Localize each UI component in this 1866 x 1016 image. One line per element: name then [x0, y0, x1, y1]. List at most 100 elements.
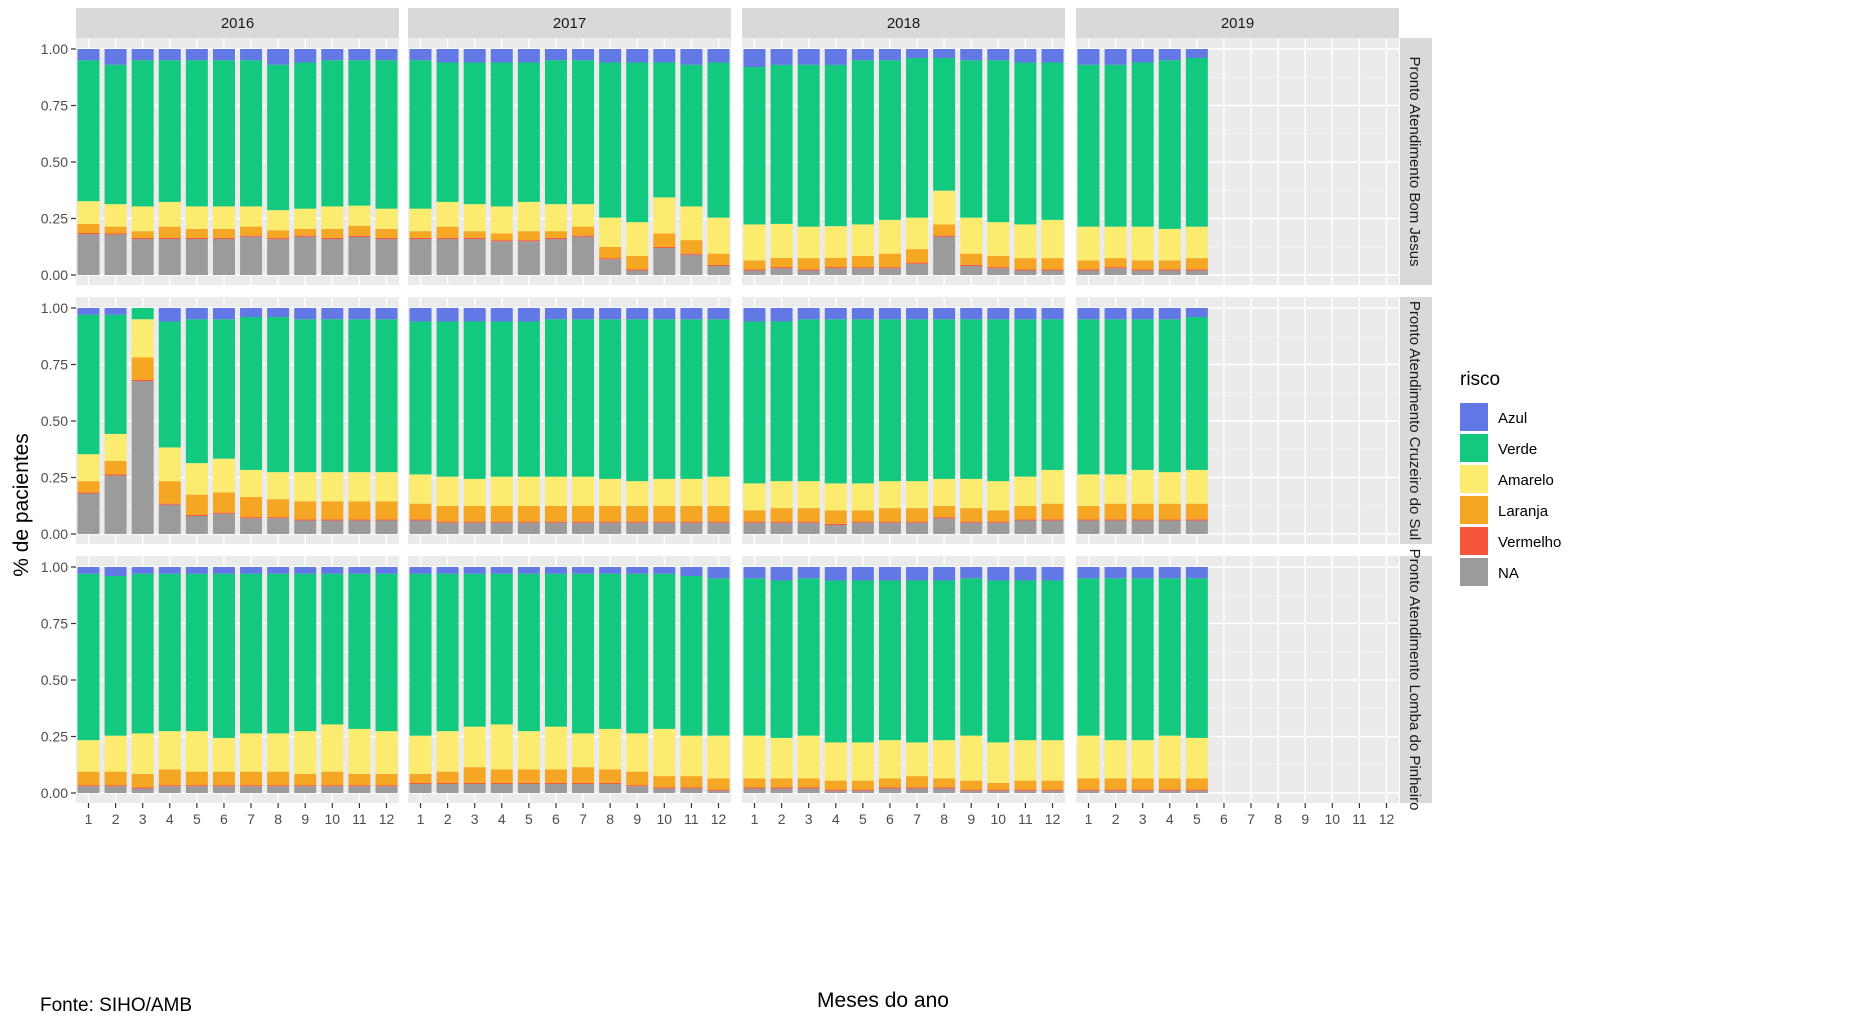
bar-segment-amarelo [436, 201, 459, 227]
bar-segment-amarelo [104, 204, 127, 227]
legend-label: Vermelho [1498, 534, 1561, 551]
bar-segment-na [824, 268, 847, 275]
bar-segment-amarelo [797, 735, 820, 779]
y-tick-label: 0.00 [41, 526, 68, 542]
bar-segment-verde [933, 319, 956, 479]
bar-segment-amarelo [294, 472, 317, 502]
bar-segment-laranja [1104, 503, 1127, 520]
bar-segment-azul [321, 49, 344, 61]
row-strip-bg [1400, 297, 1432, 544]
x-tick-label: 4 [1166, 811, 1174, 827]
axes-layer: 0.00 0.25 0.50 0.75 1.00 0.00 0.25 0.50 0.75 1.00… [41, 41, 1395, 827]
bar-segment-verde [743, 66, 766, 225]
bar-segment-amarelo [104, 735, 127, 772]
bar-segment-azul [987, 308, 1010, 320]
y-tick-label: 0.25 [41, 470, 68, 486]
bar-segment-amarelo [1185, 469, 1208, 504]
x-tick-label: 5 [1193, 811, 1201, 827]
bar-segment-vermelho [131, 787, 154, 789]
x-tick-label: 12 [379, 811, 395, 827]
bar-segment-vermelho [770, 267, 793, 269]
bar-segment-amarelo [1014, 740, 1037, 781]
bar-segment-verde [1041, 319, 1064, 470]
bar-segment-vermelho [1131, 519, 1154, 521]
bar-segment-azul [933, 308, 956, 320]
bar-segment-na [185, 516, 208, 534]
bar-segment-amarelo [743, 483, 766, 511]
bar-segment-vermelho [851, 789, 874, 791]
bar-segment-azul [824, 567, 847, 581]
bar-segment-na [851, 522, 874, 534]
bar-segment-azul [490, 308, 513, 322]
bar-segment-amarelo [1077, 735, 1100, 779]
bar-segment-amarelo [1131, 226, 1154, 261]
bar-segment-verde [294, 62, 317, 209]
bar-segment-laranja [599, 505, 622, 522]
x-tick-label: 11 [1018, 811, 1033, 827]
bar-segment-amarelo [1104, 740, 1127, 779]
bar-segment-vermelho [375, 237, 398, 240]
bar-segment-vermelho [409, 237, 432, 240]
bar-segment-azul [212, 567, 235, 574]
bar-segment-amarelo [77, 740, 100, 772]
bar-segment-amarelo [797, 481, 820, 509]
bar-segment-azul [1014, 49, 1037, 63]
bar-segment-na [77, 786, 100, 793]
bar-segment-na [1158, 790, 1181, 793]
bar-segment-amarelo [348, 472, 371, 502]
bar-segment-azul [878, 308, 901, 320]
bar-segment-na [1185, 520, 1208, 534]
y-tick-label: 0.50 [41, 672, 68, 688]
bar-segment-na [240, 786, 263, 793]
bar-segment-amarelo [906, 742, 929, 777]
x-tick-label: 12 [1379, 811, 1395, 827]
legend-item-verde: Verde [1460, 434, 1537, 462]
bar-segment-laranja [707, 505, 730, 522]
bar-segment-verde [158, 60, 181, 202]
bar-segment-verde [517, 62, 540, 202]
bar-segment-vermelho [626, 521, 649, 523]
bar-segment-amarelo [544, 726, 567, 770]
bar-segment-vermelho [1185, 789, 1208, 791]
bar-segment-azul [933, 49, 956, 58]
bar-segment-verde [743, 578, 766, 736]
x-tick-label: 8 [940, 811, 948, 827]
bar-segment-laranja [960, 780, 983, 790]
bar-segment-amarelo [267, 472, 290, 500]
bar-segment-vermelho [960, 521, 983, 523]
bar-segment-azul [158, 567, 181, 574]
bar-segment-verde [824, 580, 847, 743]
bar-segment-laranja [1077, 778, 1100, 790]
bar-segment-azul [987, 49, 1010, 61]
bar-segment-vermelho [267, 785, 290, 787]
bar-segment-laranja [572, 505, 595, 522]
bar-segment-laranja [104, 460, 127, 475]
bar-segment-laranja [824, 257, 847, 268]
bar-segment-laranja [572, 226, 595, 236]
bar-segment-amarelo [409, 474, 432, 504]
bar-segment-azul [1077, 49, 1100, 65]
bar-segment-azul [851, 567, 874, 581]
x-tick-label: 6 [552, 811, 560, 827]
bar-segment-vermelho [933, 787, 956, 789]
y-tick-label: 0.50 [41, 413, 68, 429]
bar-segment-azul [463, 49, 486, 63]
bar-segment-na [1014, 270, 1037, 275]
row-strip-pronto-atendimento-cruzeiro-do-sul: Pronto Atendimento Cruzeiro do Sul [1400, 297, 1432, 544]
bar-segment-amarelo [626, 481, 649, 506]
bar-segment-azul [1104, 49, 1127, 65]
bar-segment-verde [878, 60, 901, 220]
bar-segment-azul [906, 308, 929, 320]
legend-item-azul: Azul [1460, 403, 1527, 431]
bar-segment-vermelho [680, 253, 703, 255]
bar-segment-laranja [933, 505, 956, 518]
bar-segment-na [104, 234, 127, 275]
bar-segment-amarelo [1131, 740, 1154, 779]
bar-segment-laranja [797, 258, 820, 270]
x-tick-label: 9 [633, 811, 641, 827]
bar-segment-laranja [544, 505, 567, 522]
bar-segment-na [572, 522, 595, 534]
bar-segment-laranja [1185, 258, 1208, 270]
bar-segment-na [348, 236, 371, 275]
x-tick-label: 5 [525, 811, 533, 827]
